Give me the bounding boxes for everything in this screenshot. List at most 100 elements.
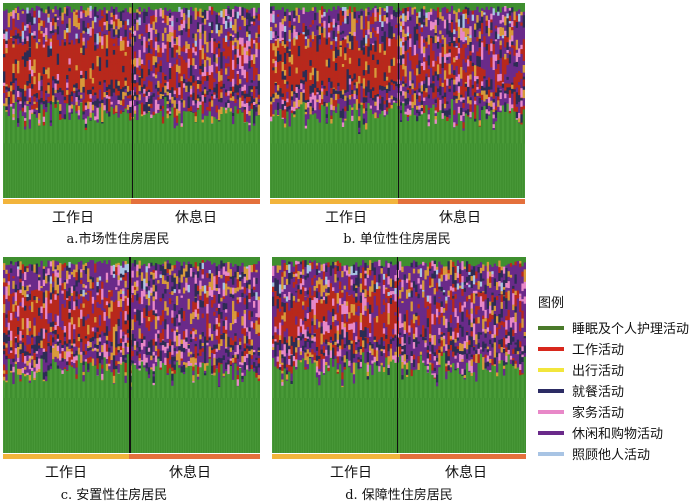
sequence-cell xyxy=(341,66,345,72)
sequence-cell xyxy=(381,107,384,112)
sequence-cell xyxy=(392,89,396,98)
sequence-cell xyxy=(112,49,116,55)
sequence-cell xyxy=(180,47,184,52)
sequence-cell xyxy=(147,103,151,107)
sequence-cell xyxy=(164,48,167,59)
sequence-cell xyxy=(518,108,521,114)
sequence-cell xyxy=(185,3,188,9)
sequence-cell xyxy=(367,38,370,47)
sequence-cell xyxy=(133,92,137,97)
sequence-cell xyxy=(471,3,475,11)
sequence-cell xyxy=(423,88,426,92)
sequence-cell xyxy=(518,97,521,103)
sequence-cell xyxy=(462,102,466,109)
sleep-streak xyxy=(310,143,312,198)
sequence-cell xyxy=(257,63,260,75)
sequence-cell xyxy=(515,31,519,35)
sequence-cell xyxy=(70,113,74,144)
sequence-cell xyxy=(217,15,221,24)
sequence-cell xyxy=(485,69,489,77)
sequence-cell xyxy=(480,94,484,101)
sequence-cell xyxy=(392,73,396,82)
sequence-cell xyxy=(182,20,186,29)
sequence-cell xyxy=(497,81,500,86)
sequence-cell xyxy=(178,11,181,16)
sequence-cell xyxy=(309,35,313,43)
sequence-cell xyxy=(61,71,65,78)
sequence-cell xyxy=(7,3,11,14)
sequence-cell xyxy=(61,66,65,72)
sleep-streak xyxy=(27,143,28,198)
sequence-cell xyxy=(12,35,15,39)
sequence-cell xyxy=(26,27,29,31)
sequence-cell xyxy=(395,3,398,13)
sequence-cell xyxy=(70,96,74,102)
sequence-cell xyxy=(35,12,39,21)
sequence-cell xyxy=(522,98,525,106)
sequence-cell xyxy=(82,27,86,31)
sequence-cell xyxy=(476,83,479,88)
sequence-cell xyxy=(427,119,431,123)
sequence-cell xyxy=(302,14,306,21)
sequence-cell xyxy=(362,47,366,55)
sequence-cell xyxy=(45,27,48,36)
sequence-cell xyxy=(19,46,22,54)
sequence-cell xyxy=(229,100,233,109)
sequence-cell xyxy=(77,105,81,111)
sequence-cell xyxy=(35,5,39,13)
sequence-cell xyxy=(497,92,500,97)
sequence-cell xyxy=(416,89,419,96)
sequence-cell xyxy=(110,17,114,21)
sequence-cell xyxy=(411,40,415,51)
sequence-cell xyxy=(243,69,247,79)
sequence-cell xyxy=(402,64,405,70)
sequence-cell xyxy=(231,89,235,93)
sequence-cell xyxy=(210,64,214,73)
sequence-cell xyxy=(203,9,207,19)
sequence-cell xyxy=(91,101,95,105)
sequence-cell xyxy=(504,53,507,60)
sequence-cell xyxy=(434,86,438,98)
sequence-cell xyxy=(96,17,100,24)
sequence-cell xyxy=(446,63,449,68)
sequence-cell xyxy=(311,20,315,25)
sequence-cell xyxy=(423,39,426,43)
sequence-cell xyxy=(26,24,29,28)
sequence-cell xyxy=(122,89,125,93)
sequence-cell xyxy=(290,32,294,40)
sequence-cell xyxy=(309,85,313,90)
sequence-cell xyxy=(150,27,153,37)
sequence-cell xyxy=(374,93,377,96)
sequence-cell xyxy=(295,93,299,98)
sequence-cell xyxy=(501,90,505,95)
sequence-cell xyxy=(26,97,29,102)
sequence-cell xyxy=(474,19,477,24)
sequence-cell xyxy=(140,87,144,90)
sequence-cell xyxy=(54,6,58,15)
sequence-cell xyxy=(66,73,69,76)
sequence-cell xyxy=(241,112,244,113)
sequence-cell xyxy=(429,107,433,109)
sequence-cell xyxy=(250,14,254,17)
sequence-cell xyxy=(119,110,123,114)
sequence-cell xyxy=(476,3,479,7)
sequence-cell xyxy=(309,53,313,61)
sequence-cell xyxy=(351,109,354,117)
sequence-cell xyxy=(283,69,287,76)
sequence-cell xyxy=(224,74,228,83)
sequence-cell xyxy=(40,97,44,103)
sequence-cell xyxy=(17,97,20,100)
sequence-cell xyxy=(399,32,403,39)
sequence-cell xyxy=(504,106,507,113)
sequence-cell xyxy=(19,43,22,47)
sequence-cell xyxy=(243,26,247,32)
sequence-cell xyxy=(501,77,505,83)
sequence-cell xyxy=(439,18,442,24)
sequence-cell xyxy=(290,100,294,107)
sequence-cell xyxy=(423,97,426,102)
sequence-cell xyxy=(392,25,396,32)
sequence-cell xyxy=(455,59,459,67)
sequence-cell xyxy=(42,3,46,13)
sequence-cell xyxy=(161,121,165,124)
sequence-cell xyxy=(112,103,116,109)
